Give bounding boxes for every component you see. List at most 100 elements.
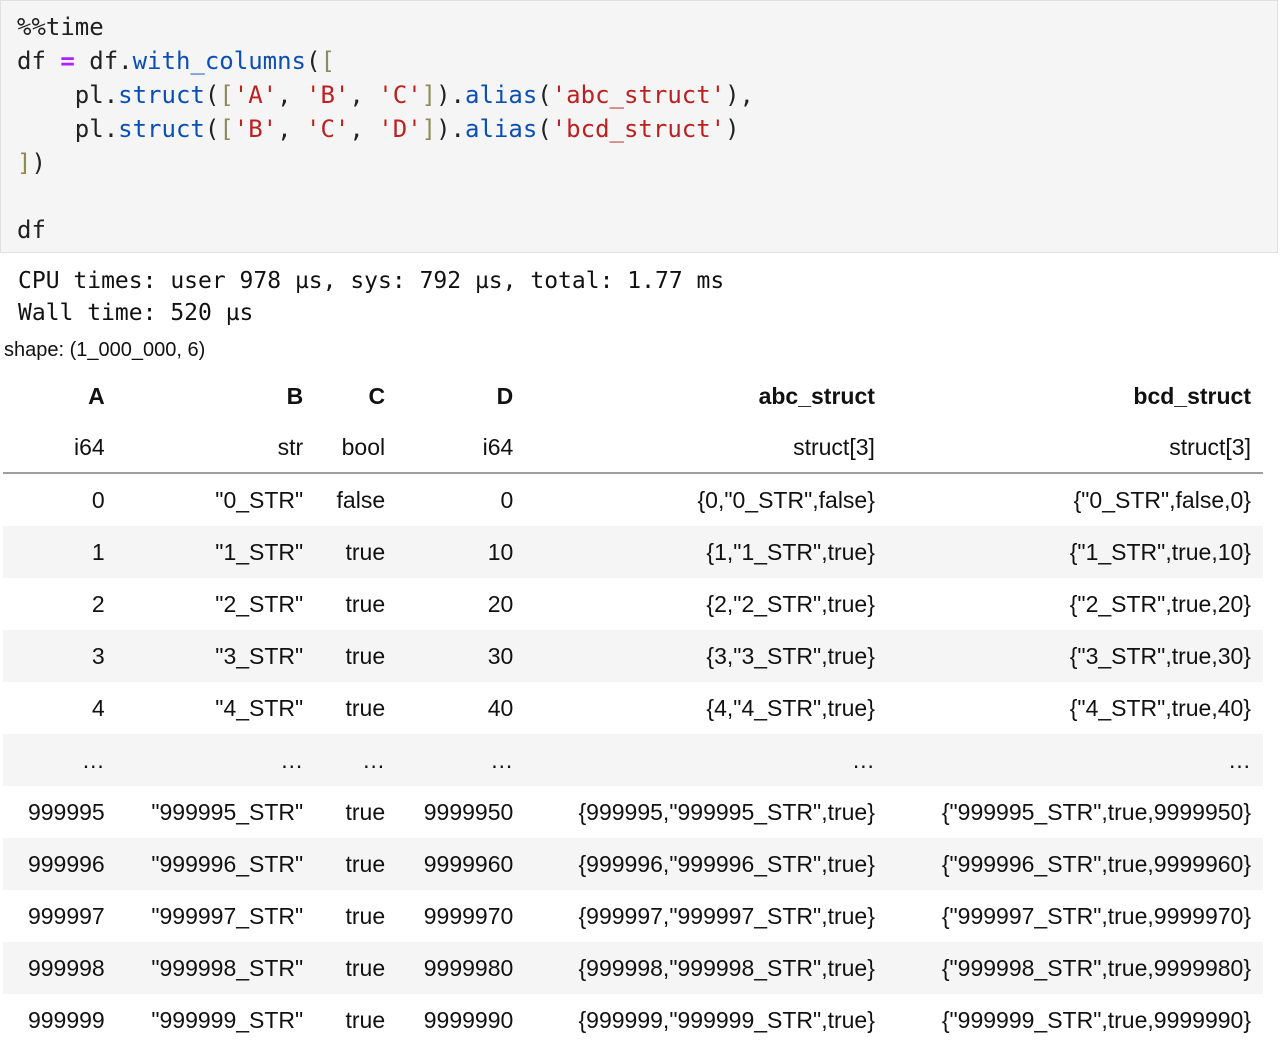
- table-cell: …: [315, 734, 398, 786]
- table-cell: "999999_STR": [151, 1006, 304, 1033]
- column-dtype: struct[3]: [525, 422, 887, 474]
- code-function: struct: [118, 81, 205, 109]
- table-cell: "4_STR": [215, 694, 304, 721]
- code-token: (: [204, 81, 220, 109]
- table-cell: 30: [397, 630, 526, 682]
- table-cell: 4: [91, 694, 105, 721]
- column-dtypes-row: i64 str bool i64 struct[3] struct[3]: [3, 422, 1263, 474]
- table-cell: "999998_STR": [116, 942, 316, 994]
- code-line-df: df: [17, 213, 46, 247]
- table-cell: {"999996_STR",true,9999960}: [886, 838, 1263, 890]
- code-token: (: [537, 115, 552, 143]
- table-body: 0 "0_STR" false 0 {0,"0_STR",false} {"0_STR",…: [3, 473, 1263, 1046]
- table-cell: true: [345, 694, 386, 721]
- code-method: alias: [465, 81, 538, 109]
- code-token: ,: [349, 115, 379, 143]
- code-method: alias: [465, 115, 538, 143]
- code-bracket: ]: [17, 149, 32, 177]
- code-cell-editor[interactable]: %%time df = df.with_columns([ pl.struct(…: [0, 0, 1278, 253]
- table-cell: 20: [487, 590, 514, 617]
- table-cell: {999997,"999997_STR",true}: [578, 902, 875, 929]
- table-cell: 1: [3, 526, 117, 578]
- column-header: abc_struct: [758, 382, 875, 409]
- code-function: struct: [118, 115, 205, 143]
- table-cell: {0,"0_STR",false}: [697, 486, 875, 513]
- table-cell: true: [315, 630, 398, 682]
- table-cell: "2_STR": [215, 590, 304, 617]
- code-token: ): [725, 115, 740, 143]
- code-method: with_columns: [132, 47, 306, 75]
- column-header: C: [368, 382, 386, 409]
- code-token: ).: [436, 115, 466, 143]
- table-cell: true: [315, 526, 398, 578]
- column-dtype: bool: [315, 422, 398, 474]
- table-cell: {"999999_STR",true,9999990}: [941, 1006, 1251, 1033]
- table-cell: {4,"4_STR",true}: [706, 694, 875, 721]
- table-cell: {2,"2_STR",true}: [706, 590, 875, 617]
- code-token: (: [306, 47, 321, 75]
- column-dtype: str: [116, 422, 316, 474]
- code-string: 'C': [306, 115, 350, 143]
- table-cell: 40: [487, 694, 514, 721]
- code-line-close: ]): [17, 146, 46, 180]
- table-cell: 10: [397, 526, 526, 578]
- table-cell: {"0_STR",false,0}: [1073, 486, 1251, 513]
- code-line-magic: %%time: [17, 10, 104, 44]
- table-cell: …: [3, 734, 117, 786]
- code-line-assign: df = df.with_columns([: [17, 44, 335, 78]
- table-cell: "3_STR": [116, 630, 316, 682]
- table-cell: true: [345, 590, 386, 617]
- table-cell: …: [525, 734, 887, 786]
- code-string: 'B': [306, 81, 350, 109]
- table-cell: {"999997_STR",true,9999970}: [941, 902, 1251, 929]
- table-cell: 0: [91, 486, 105, 513]
- code-token: pl.: [17, 115, 119, 143]
- table-cell: true: [345, 902, 386, 929]
- table-cell: {999995,"999995_STR",true}: [578, 798, 875, 825]
- code-token: (: [204, 115, 220, 143]
- column-names-row: A B C D abc_struct bcd_struct: [3, 370, 1263, 422]
- code-token: ,: [277, 81, 307, 109]
- table-cell: true: [315, 942, 398, 994]
- dataframe-table: A B C D abc_struct bcd_struct i64 str bo…: [3, 370, 1263, 1046]
- dataframe-shape: shape: (1_000_000, 6): [4, 339, 206, 361]
- table-cell: {999999,"999999_STR",true}: [578, 1006, 875, 1033]
- table-cell: 999996: [3, 838, 117, 890]
- code-token: ),: [725, 81, 755, 109]
- code-token: ,: [277, 115, 307, 143]
- table-cell: 0: [500, 486, 514, 513]
- table-cell: 999997: [27, 902, 105, 929]
- column-dtype: i64: [397, 422, 526, 474]
- column-header: bcd_struct: [1133, 382, 1251, 409]
- table-cell: …: [116, 734, 316, 786]
- table-cell: "999996_STR": [116, 838, 316, 890]
- code-token: pl.: [17, 81, 119, 109]
- code-token: (: [537, 81, 552, 109]
- code-bracket: ]: [421, 81, 437, 109]
- table-cell: {"4_STR",true,40}: [1069, 694, 1251, 721]
- code-string: 'D': [378, 115, 422, 143]
- code-token: ): [31, 149, 46, 177]
- table-cell: 999998: [3, 942, 117, 994]
- magic-command: %%time: [17, 13, 104, 41]
- table-cell: 999995: [27, 798, 105, 825]
- table-cell: {"2_STR",true,20}: [1069, 590, 1251, 617]
- table-cell: true: [315, 838, 398, 890]
- table-row: 999998 "999998_STR" true 9999980 {999998,"99…: [3, 942, 1263, 994]
- column-header: B: [286, 382, 304, 409]
- table-cell: {"3_STR",true,30}: [886, 630, 1263, 682]
- table-row: 4 "4_STR" true 40 {4,"4_STR",true} {"4_STR",t…: [3, 682, 1263, 734]
- table-cell: false: [336, 486, 386, 513]
- table-cell: "0_STR": [215, 486, 304, 513]
- code-token: ,: [349, 81, 379, 109]
- code-string: 'bcd_struct': [551, 115, 726, 143]
- code-token: ).: [436, 81, 466, 109]
- code-bracket: [: [320, 47, 335, 75]
- table-cell: 9999950: [423, 798, 514, 825]
- wall-time-output: Wall time: 520 µs: [18, 300, 254, 326]
- table-row: 1 "1_STR" true 10 {1,"1_STR",true} {"1_STR",t…: [3, 526, 1263, 578]
- code-bracket: [: [219, 81, 234, 109]
- table-cell: "999995_STR": [151, 798, 304, 825]
- table-row: ………………: [3, 734, 1263, 786]
- column-dtype: i64: [3, 422, 117, 474]
